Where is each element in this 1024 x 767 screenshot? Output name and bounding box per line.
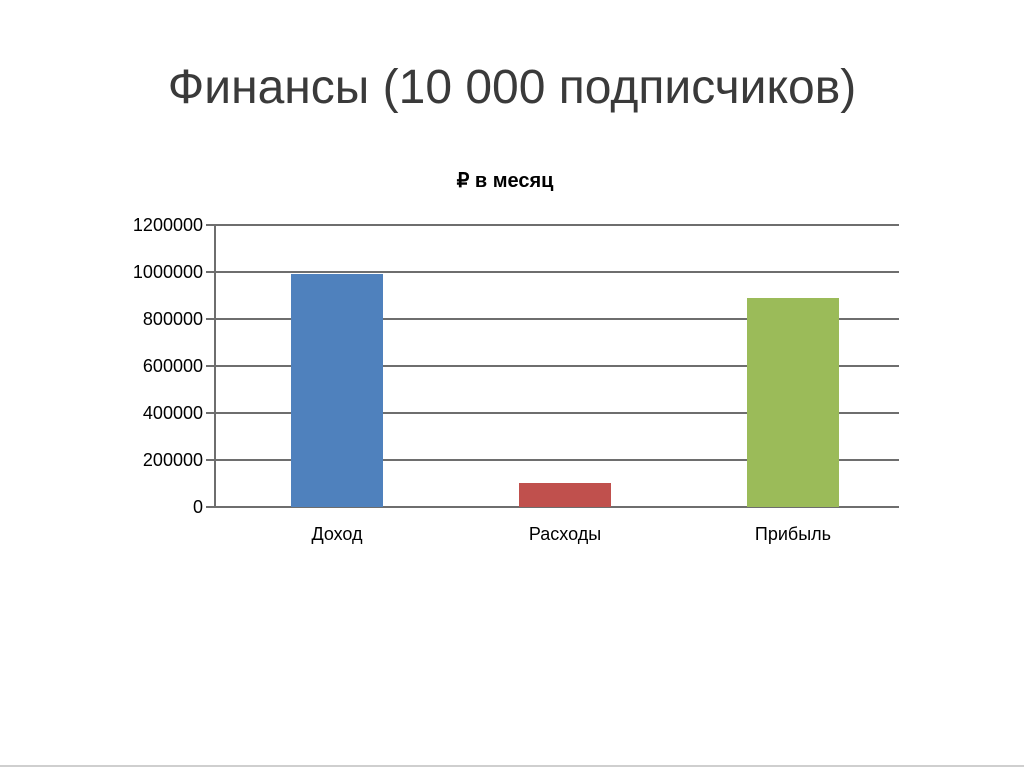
gridline xyxy=(215,224,899,226)
gridline xyxy=(215,365,899,367)
y-axis-label: 800000 xyxy=(142,309,203,329)
y-axis-tick xyxy=(206,459,215,461)
x-axis-label: Прибыль xyxy=(754,524,832,544)
x-axis-label: Расходы xyxy=(528,524,602,544)
gridline xyxy=(215,506,899,508)
bar-1 xyxy=(519,483,611,507)
y-axis-tick xyxy=(206,506,215,508)
y-axis-label: 0 xyxy=(192,497,203,517)
y-axis-label: 200000 xyxy=(142,450,203,470)
y-axis-tick xyxy=(206,224,215,226)
y-axis-tick xyxy=(206,271,215,273)
slide-title: Финансы (10 000 подписчиков) xyxy=(167,61,857,114)
gridline xyxy=(215,318,899,320)
y-axis-label: 400000 xyxy=(142,403,203,423)
slide-bottom-border xyxy=(0,765,1024,767)
chart-title: ₽ в месяц xyxy=(456,170,554,192)
y-axis-line xyxy=(214,224,216,508)
gridline xyxy=(215,459,899,461)
y-axis-tick xyxy=(206,365,215,367)
y-axis-tick xyxy=(206,412,215,414)
bar-0 xyxy=(291,274,383,507)
x-axis-label: Доход xyxy=(311,524,363,544)
y-axis-tick xyxy=(206,318,215,320)
y-axis-label: 1200000 xyxy=(132,215,203,235)
y-axis-label: 600000 xyxy=(142,356,203,376)
gridline xyxy=(215,271,899,273)
y-axis-label: 1000000 xyxy=(132,262,203,282)
gridline xyxy=(215,412,899,414)
bar-2 xyxy=(747,298,839,507)
